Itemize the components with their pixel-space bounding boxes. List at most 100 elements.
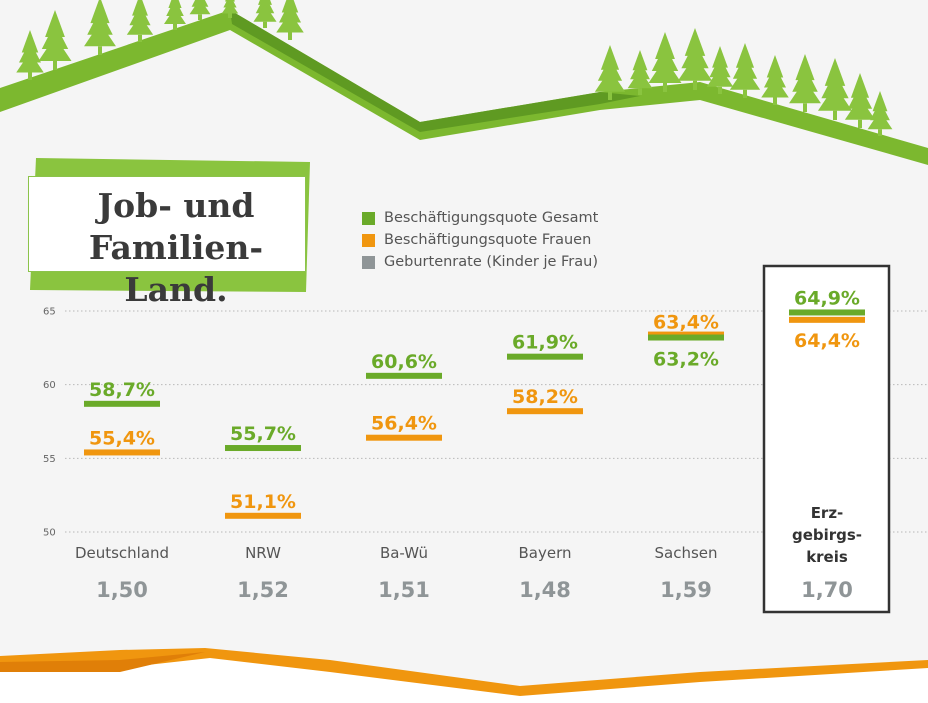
tree-icon	[789, 79, 821, 104]
tree-icon	[597, 57, 623, 81]
tree-icon	[677, 55, 713, 81]
birth-rate-label: 1,70	[801, 578, 853, 602]
legend-item-geburtenrate: Geburtenrate (Kinder je Frau)	[362, 251, 598, 273]
frauen-value-label: 63,4%	[653, 312, 719, 334]
page-title: Job- und Familien-Land.	[88, 186, 264, 309]
category-label: Bayern	[519, 544, 572, 562]
y-tick-label: 55	[43, 454, 56, 465]
category-label: Deutschland	[75, 544, 169, 562]
legend-label: Geburtenrate (Kinder je Frau)	[384, 254, 598, 270]
birth-rate-label: 1,59	[660, 578, 712, 602]
legend-item-gesamt: Beschäftigungsquote Gesamt	[362, 207, 598, 229]
tree-icon	[126, 15, 154, 35]
tree-trunk	[198, 14, 202, 20]
gesamt-bar	[507, 353, 583, 360]
tree-icon	[87, 9, 113, 35]
tree-icon	[844, 97, 876, 120]
tree-trunk	[773, 97, 777, 105]
frauen-bar	[789, 316, 865, 323]
tree-trunk	[693, 80, 697, 90]
category-label: kreis	[806, 548, 848, 566]
tree-trunk	[743, 89, 747, 98]
tree-icon	[594, 69, 626, 92]
tree-icon	[41, 23, 69, 49]
gesamt-bar	[789, 309, 865, 316]
tree-trunk	[803, 103, 807, 112]
tree-trunk	[608, 91, 612, 100]
birth-rate-label: 1,50	[96, 578, 148, 602]
tree-icon	[792, 66, 818, 92]
tree-icon	[276, 12, 304, 33]
tree-icon	[189, 0, 211, 15]
tree-trunk	[858, 119, 862, 128]
gesamt-value-label: 63,2%	[653, 349, 719, 371]
category-label: NRW	[245, 544, 281, 562]
frauen-value-label: 56,4%	[371, 413, 437, 435]
tree-icon	[817, 85, 853, 111]
frauen-bar	[84, 449, 160, 456]
category-label: Erz-	[811, 504, 844, 522]
highlight-box	[762, 264, 891, 614]
legend-item-frauen: Beschäftigungsquote Frauen	[362, 229, 598, 251]
category-label: Sachsen	[654, 544, 717, 562]
tree-icon	[651, 45, 679, 71]
frauen-value-label: 64,4%	[794, 330, 860, 352]
tree-trunk	[98, 46, 102, 55]
tree-icon	[732, 55, 758, 79]
gesamt-value-label: 58,7%	[89, 379, 155, 401]
tree-trunk	[53, 61, 57, 70]
tree-trunk	[138, 34, 142, 42]
chart-marks: 58,7% 55,4% Deutschland 1,50 55,7% 51,1% NRW 1,…	[75, 287, 865, 602]
tree-icon	[84, 22, 116, 47]
tree-icon	[867, 110, 893, 130]
tree-trunk	[833, 110, 837, 120]
category-label: Ba-Wü	[380, 544, 428, 562]
tree-trunk	[263, 21, 267, 28]
legend: Beschäftigungsquote Gesamt Beschäftigung…	[362, 207, 598, 273]
tree-icon	[221, 1, 239, 14]
frauen-bar	[225, 512, 301, 519]
forest-illustration	[0, 0, 928, 165]
gridlines: 50 55 60 65	[43, 307, 928, 539]
birth-rate-label: 1,48	[519, 578, 571, 602]
tree-icon	[821, 71, 849, 99]
gesamt-bar	[648, 334, 724, 341]
legend-swatch-orange	[362, 233, 375, 247]
gesamt-value-label: 61,9%	[512, 332, 578, 354]
y-tick-label: 60	[43, 380, 56, 391]
legend-label: Beschäftigungsquote Gesamt	[384, 210, 599, 226]
tree-icon	[870, 100, 890, 121]
tree-trunk	[173, 24, 177, 30]
birth-rate-label: 1,51	[378, 578, 430, 602]
tree-icon	[129, 4, 151, 26]
gesamt-bar	[84, 400, 160, 407]
gesamt-value-label: 60,6%	[371, 351, 437, 373]
tree-icon	[764, 66, 786, 88]
tree-icon	[279, 1, 301, 23]
tree-icon	[627, 69, 653, 89]
tree-icon	[19, 41, 41, 63]
tree-trunk	[718, 86, 722, 94]
tree-trunk	[228, 13, 232, 18]
legend-swatch-green	[362, 211, 375, 225]
tree-icon	[253, 4, 277, 22]
tree-icon	[16, 52, 44, 73]
gesamt-bar	[225, 445, 301, 452]
tree-icon	[648, 58, 682, 83]
category-label: gebirgs-	[792, 526, 862, 544]
tree-icon	[164, 7, 186, 24]
frauen-bar	[507, 408, 583, 415]
frauen-value-label: 55,4%	[89, 427, 155, 449]
tree-icon	[630, 59, 650, 80]
tree-trunk	[663, 83, 667, 92]
tree-trunk	[638, 88, 642, 95]
tree-trunk	[288, 32, 292, 40]
title-box: Job- und Familien-Land.	[28, 176, 306, 309]
y-tick-label: 50	[43, 528, 56, 539]
tree-trunk	[28, 72, 32, 80]
tree-icon	[847, 85, 873, 109]
tree-icon	[729, 67, 761, 90]
bottom-ribbon	[0, 648, 928, 703]
gesamt-value-label: 55,7%	[230, 423, 296, 445]
